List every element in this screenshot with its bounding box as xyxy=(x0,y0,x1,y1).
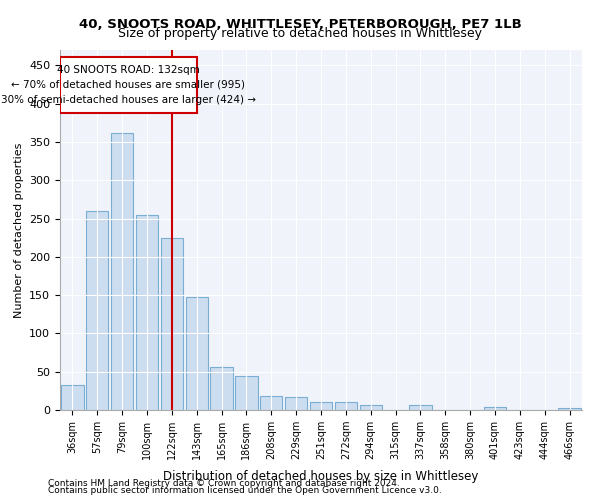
FancyBboxPatch shape xyxy=(60,57,197,113)
Bar xyxy=(235,376,257,410)
Bar xyxy=(335,402,357,410)
X-axis label: Distribution of detached houses by size in Whittlesey: Distribution of detached houses by size … xyxy=(163,470,479,484)
Bar xyxy=(136,214,158,410)
Bar xyxy=(285,397,307,410)
Text: Contains public sector information licensed under the Open Government Licence v3: Contains public sector information licen… xyxy=(48,486,442,495)
Bar xyxy=(559,408,581,410)
Bar xyxy=(310,402,332,410)
Bar xyxy=(359,404,382,410)
Bar xyxy=(260,396,283,410)
Bar xyxy=(211,367,233,410)
Y-axis label: Number of detached properties: Number of detached properties xyxy=(14,142,23,318)
Text: Contains HM Land Registry data © Crown copyright and database right 2024.: Contains HM Land Registry data © Crown c… xyxy=(48,478,400,488)
Bar xyxy=(484,407,506,410)
Text: Size of property relative to detached houses in Whittlesey: Size of property relative to detached ho… xyxy=(118,28,482,40)
Text: 40 SNOOTS ROAD: 132sqm
← 70% of detached houses are smaller (995)
30% of semi-de: 40 SNOOTS ROAD: 132sqm ← 70% of detached… xyxy=(1,65,256,104)
Bar xyxy=(111,132,133,410)
Bar xyxy=(409,406,431,410)
Bar xyxy=(86,211,109,410)
Bar xyxy=(161,238,183,410)
Text: 40, SNOOTS ROAD, WHITTLESEY, PETERBOROUGH, PE7 1LB: 40, SNOOTS ROAD, WHITTLESEY, PETERBOROUG… xyxy=(79,18,521,30)
Bar xyxy=(185,298,208,410)
Bar xyxy=(61,386,83,410)
